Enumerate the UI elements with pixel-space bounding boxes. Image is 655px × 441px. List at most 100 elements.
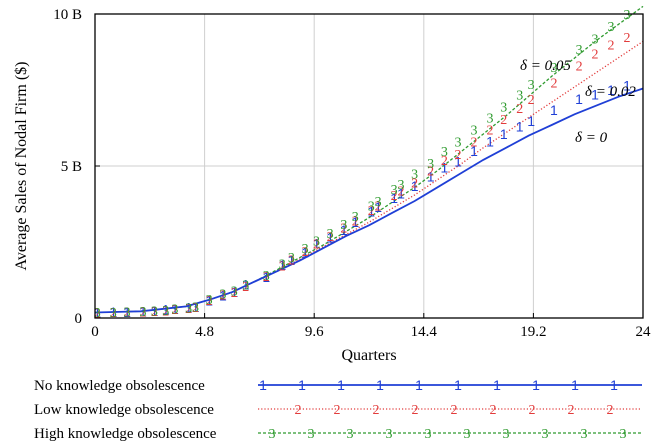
series-marker-1: 1 — [139, 304, 147, 320]
series-marker-1: 1 — [367, 204, 375, 220]
series-marker-3: 3 — [397, 178, 404, 193]
series-marker-2: 2 — [231, 286, 238, 301]
series-marker-3: 3 — [391, 183, 398, 198]
series-marker-3: 3 — [516, 89, 523, 104]
series-marker-1: 1 — [550, 102, 558, 118]
series-marker-1: 1 — [287, 252, 295, 268]
series-marker-3: 3 — [528, 78, 535, 93]
legend-marker: 1 — [298, 377, 306, 393]
series-marker-1: 1 — [262, 269, 270, 285]
series-marker-1: 1 — [219, 288, 227, 304]
series-marker-3: 3 — [123, 306, 130, 321]
series-marker-2: 2 — [263, 270, 270, 285]
series-marker-2: 2 — [608, 38, 615, 53]
series-marker-1: 1 — [527, 113, 535, 129]
series-markers: 1 1 1 1 1 1 1 1 1 1 1 1 1 11 1 11 1 1 11 11 1 111 111 1 1 111 1 1 12… — [93, 8, 631, 322]
series-marker-3: 3 — [192, 300, 199, 315]
series-marker-3: 3 — [576, 43, 583, 58]
series-marker-3: 3 — [500, 101, 507, 116]
legend-marker: 3 — [464, 427, 471, 441]
series-marker-1: 1 — [607, 82, 615, 98]
series-marker-1: 1 — [93, 305, 101, 321]
series-marker-2: 2 — [441, 154, 448, 169]
legend: No knowledge obsolescence 1 1 1 1 1 1 1 1 1 1 Low k… — [34, 377, 642, 441]
legend-marker: 2 — [490, 403, 497, 418]
series-marker-3: 3 — [441, 145, 448, 160]
series-marker-2: 2 — [592, 48, 599, 63]
legend-marker: 1 — [337, 377, 345, 393]
series-marker-1: 1 — [301, 245, 309, 261]
series-marker-3: 3 — [550, 61, 557, 76]
series-marker-1: 1 — [486, 134, 494, 150]
series-marker-3: 3 — [411, 168, 418, 183]
series-marker-2: 2 — [288, 254, 295, 269]
series-marker-1: 1 — [390, 190, 398, 206]
series-marker-3: 3 — [340, 218, 347, 233]
legend-marker: 2 — [295, 403, 302, 418]
x-tick-label: 0 — [91, 324, 99, 340]
series-marker-2: 2 — [139, 305, 146, 320]
legend-marker: 2 — [412, 403, 419, 418]
series-marker-3: 3 — [279, 257, 286, 272]
x-axis-ticks: 0 4.8 9.6 14.4 19.2 24 — [91, 313, 651, 340]
series-marker-3: 3 — [263, 269, 270, 284]
series-marker-2: 2 — [206, 294, 213, 309]
series-marker-1: 1 — [470, 143, 478, 159]
curve-labels: δ = 0 δ = 0.02 δ = 0.05 — [520, 58, 636, 146]
series-marker-1: 1 — [278, 257, 286, 273]
series-marker-1: 1 — [351, 214, 359, 230]
series-marker-2: 2 — [528, 93, 535, 108]
series-marker-2: 2 — [192, 301, 199, 316]
series-marker-3: 3 — [231, 285, 238, 300]
series-marker-2: 2 — [391, 189, 398, 204]
series-marker-3: 3 — [162, 304, 169, 319]
series-marker-2: 2 — [219, 288, 226, 303]
legend-marker: 1 — [454, 377, 462, 393]
legend-marker: 3 — [308, 427, 315, 441]
legend-marker: 3 — [269, 427, 276, 441]
series-marker-1: 1 — [313, 236, 321, 252]
x-tick-label: 9.6 — [305, 324, 324, 340]
series-marker-1: 1 — [150, 303, 158, 319]
legend-marker: 1 — [415, 377, 423, 393]
series-marker-2: 2 — [487, 124, 494, 139]
series-marker-1: 1 — [242, 277, 250, 293]
series-marker-2: 2 — [500, 113, 507, 128]
series-marker-3: 3 — [302, 242, 309, 257]
y-axis-ticks: 0 5 B 10 B — [53, 7, 100, 327]
series-marker-1: 1 — [326, 229, 334, 245]
series-marker-1: 1 — [427, 169, 435, 185]
series-marker-2: 2 — [368, 204, 375, 219]
x-axis-label: Quarters — [341, 347, 396, 364]
series-marker-3: 3 — [110, 306, 117, 321]
series-marker-2: 2 — [455, 148, 462, 163]
series-marker-2: 2 — [624, 31, 631, 46]
series-marker-2: 2 — [94, 307, 101, 322]
legend-marker: 2 — [334, 403, 341, 418]
series-marker-2: 2 — [352, 215, 359, 230]
legend-marker: 2 — [568, 403, 575, 418]
series-marker-2: 2 — [242, 280, 249, 295]
series-marker-3: 3 — [185, 302, 192, 317]
series-marker-2: 2 — [471, 136, 478, 151]
series-marker-3: 3 — [352, 210, 359, 225]
series-marker-2: 2 — [397, 184, 404, 199]
series-marker-3: 3 — [487, 111, 494, 126]
series-marker-1: 1 — [171, 301, 179, 317]
series-marker-2: 2 — [427, 165, 434, 180]
series-line-3 — [94, 5, 644, 314]
series-marker-3: 3 — [242, 279, 249, 294]
x-tick-label: 19.2 — [520, 324, 546, 340]
series-marker-1: 1 — [500, 126, 508, 142]
series-marker-1: 1 — [162, 301, 170, 317]
series-marker-2: 2 — [151, 305, 158, 320]
legend-marker: 2 — [451, 403, 458, 418]
series-marker-1: 1 — [230, 284, 238, 300]
curve-label: δ = 0 — [575, 130, 608, 146]
series-marker-3: 3 — [219, 288, 226, 303]
y-tick-label: 0 — [75, 311, 83, 327]
x-tick-label: 4.8 — [195, 324, 214, 340]
legend-marker: 3 — [581, 427, 588, 441]
series-marker-2: 2 — [171, 303, 178, 318]
